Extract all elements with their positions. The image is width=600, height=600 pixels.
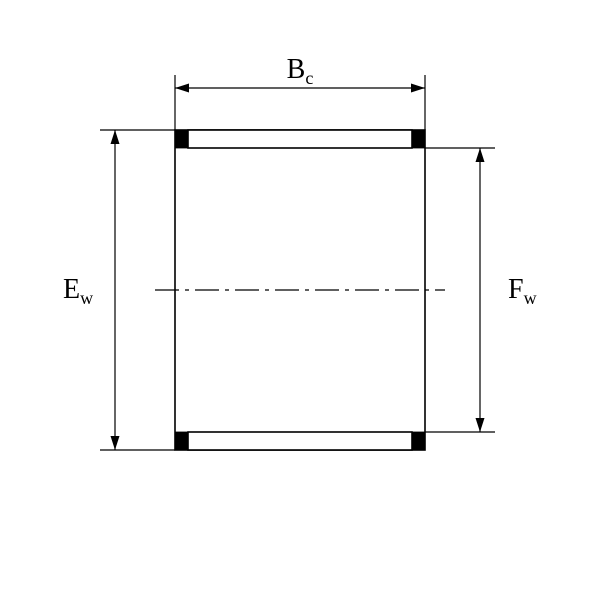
corner-bottom-right	[412, 432, 425, 450]
roller-bottom	[188, 432, 412, 450]
dimension-bc: Bc	[175, 54, 425, 130]
corner-top-right	[412, 130, 425, 148]
label-fw: Fw	[508, 274, 537, 308]
label-bc: Bc	[287, 54, 314, 88]
roller-top	[188, 130, 412, 148]
corner-bottom-left	[175, 432, 188, 450]
label-ew: Ew	[63, 274, 93, 308]
bearing-cross-section-diagram: Bc Ew Fw	[0, 0, 600, 600]
corner-top-left	[175, 130, 188, 148]
